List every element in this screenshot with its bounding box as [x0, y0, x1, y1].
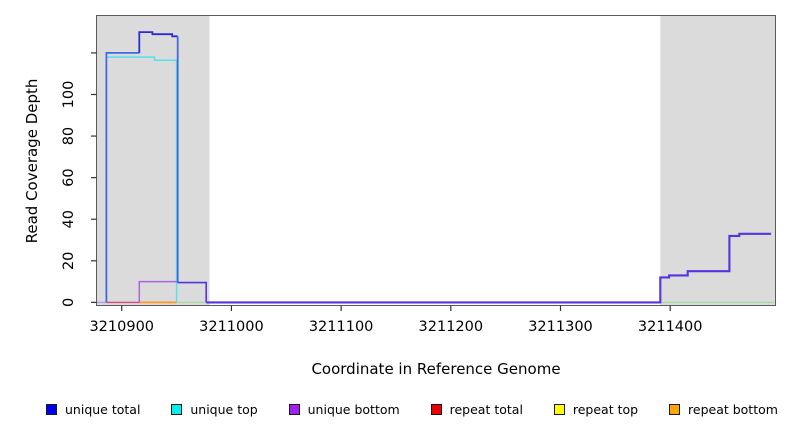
legend-label: repeat bottom [688, 401, 778, 417]
legend-swatch-icon [171, 403, 183, 415]
series-total-bottom-overlap-main [206, 232, 772, 304]
x-axis-title-text: Coordinate in Reference Genome [311, 360, 561, 378]
legend-swatch-icon [430, 403, 442, 415]
legend-item-repeat-total: repeat total [430, 401, 523, 417]
series-unique-bottom-left-step [138, 280, 178, 303]
x-tick-label-3211300: 3211300 [528, 319, 593, 335]
legend-swatch-icon [46, 403, 57, 415]
series-unique-top [106, 56, 178, 303]
legend-item-unique-top: unique top [171, 401, 258, 417]
y-tick-label-40: 40 [61, 210, 77, 228]
legend-swatch-icon [553, 403, 565, 415]
x-tick-label-3211100: 3211100 [309, 319, 374, 335]
legend-label: repeat total [449, 401, 523, 417]
legend-label: unique top [190, 401, 258, 417]
legend-swatch-icon [288, 403, 300, 415]
legend-item-unique-total: unique total [46, 402, 140, 417]
legend-swatch-icon [669, 403, 681, 415]
x-tick-label-3211200: 3211200 [419, 319, 484, 335]
covered-region-right [660, 15, 776, 306]
series-unique-total-peak [138, 31, 178, 53]
y-tick-label-100: 100 [61, 81, 77, 109]
y-tick-label-20: 20 [61, 252, 77, 270]
y-tick-label-80: 80 [61, 127, 77, 145]
x-axis-title: Coordinate in Reference Genome [0, 360, 792, 378]
series-unique-total-left-rise [105, 52, 140, 303]
legend-item-repeat-top: repeat top [553, 401, 639, 417]
x-tick-label-3211400: 3211400 [638, 319, 703, 335]
y-tick-label-60: 60 [61, 168, 77, 186]
y-tick-label-0: 0 [61, 298, 77, 307]
x-tick-label-3211000: 3211000 [199, 319, 264, 335]
legend-item-repeat-bottom: repeat bottom [669, 402, 778, 417]
legend-label: unique total [65, 401, 141, 417]
covered-region-left [96, 15, 210, 306]
legend-label: unique bottom [307, 401, 400, 417]
legend-item-unique-bottom: unique bottom [288, 401, 400, 417]
legend: unique total unique top unique bottom repea… [46, 397, 778, 421]
series-total-bottom-overlap-left [177, 281, 207, 303]
x-tick-label-3210900: 3210900 [89, 319, 154, 335]
legend-label: repeat top [572, 401, 639, 417]
plot-border [96, 15, 776, 306]
y-axis-title: Read Coverage Depth [23, 78, 41, 244]
